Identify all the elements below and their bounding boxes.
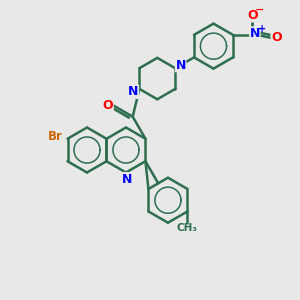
Text: O: O [271, 32, 282, 44]
Text: N: N [250, 27, 260, 40]
Text: CH₃: CH₃ [177, 223, 198, 233]
Text: O: O [103, 99, 113, 112]
Text: N: N [122, 172, 132, 186]
Text: N: N [176, 59, 186, 72]
Text: +: + [258, 25, 266, 34]
Text: Br: Br [47, 130, 62, 143]
Text: O: O [247, 9, 258, 22]
Text: N: N [128, 85, 139, 98]
Text: −: − [254, 5, 264, 15]
